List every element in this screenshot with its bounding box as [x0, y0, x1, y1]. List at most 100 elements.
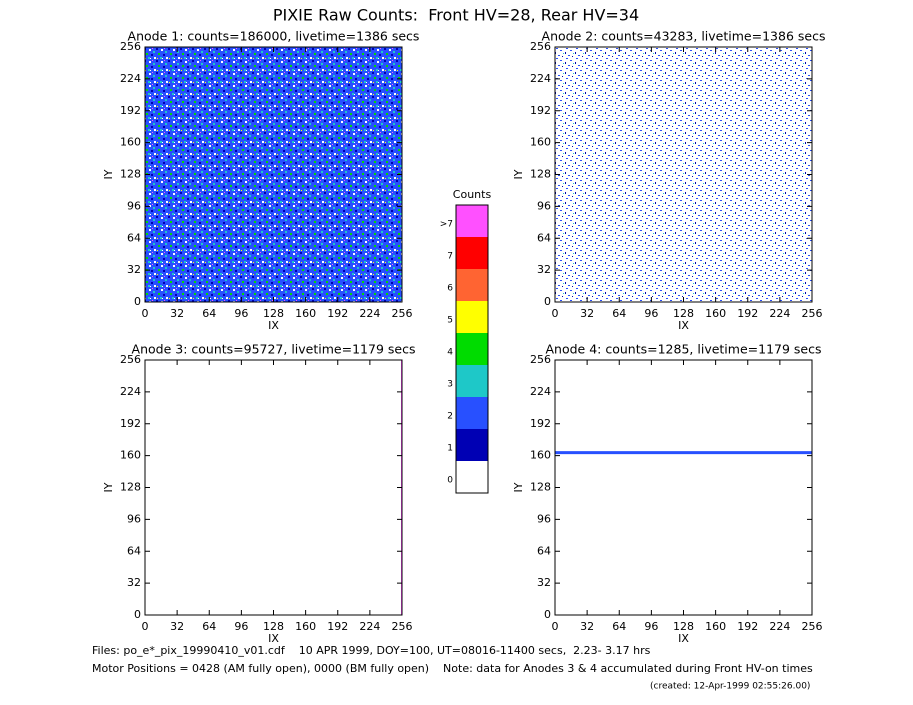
y-tick-label: 192: [120, 104, 141, 117]
x-tick-label: 160: [705, 620, 726, 633]
x-tick-label: 160: [705, 307, 726, 320]
figure-title: PIXIE Raw Counts: Front HV=28, Rear HV=3…: [273, 6, 639, 25]
x-tick-label: 192: [737, 620, 758, 633]
y-tick-label: 64: [537, 544, 551, 557]
x-tick-label: 64: [612, 620, 626, 633]
colorbar-label: 3: [447, 380, 453, 390]
y-tick-label: 192: [530, 104, 551, 117]
y-tick-label: 224: [120, 385, 141, 398]
y-tick-label: 160: [120, 136, 141, 149]
x-tick-label: 0: [552, 620, 559, 633]
y-tick-label: 96: [127, 199, 141, 212]
color-swatch: [456, 429, 488, 461]
y-tick-label: 256: [120, 40, 141, 53]
x-tick-label: 32: [170, 620, 184, 633]
y-tick-label: 192: [120, 417, 141, 430]
y-tick-label: 0: [134, 608, 141, 621]
x-tick-label: 256: [802, 620, 823, 633]
y-tick-label: 160: [530, 449, 551, 462]
x-tick-label: 128: [673, 307, 694, 320]
x-tick-label: 224: [769, 307, 790, 320]
x-tick-label: 128: [263, 620, 284, 633]
y-tick-label: 224: [530, 385, 551, 398]
x-tick-label: 64: [612, 307, 626, 320]
y-tick-label: 96: [537, 199, 551, 212]
y-tick-label: 128: [530, 481, 551, 494]
colorbar-label: 0: [447, 476, 453, 486]
y-tick-label: 0: [544, 608, 551, 621]
y-tick-label: 32: [537, 263, 551, 276]
y-tick-label: 96: [127, 512, 141, 525]
y-tick-label: 224: [530, 72, 551, 85]
y-axis-label: IY: [102, 169, 115, 179]
colorbar-label: >7: [440, 220, 453, 230]
color-swatch: [456, 237, 488, 269]
y-tick-label: 256: [530, 353, 551, 366]
x-tick-label: 32: [580, 620, 594, 633]
colorbar-label: 1: [447, 444, 453, 454]
x-tick-label: 96: [644, 307, 658, 320]
y-tick-label: 32: [127, 263, 141, 276]
x-tick-label: 96: [234, 307, 248, 320]
x-tick-label: 32: [170, 307, 184, 320]
y-tick-label: 256: [120, 353, 141, 366]
y-tick-label: 224: [120, 72, 141, 85]
x-tick-label: 0: [142, 307, 149, 320]
x-tick-label: 128: [263, 307, 284, 320]
heatmap-cells: [145, 47, 402, 302]
y-tick-label: 64: [127, 544, 141, 557]
y-tick-label: 32: [127, 576, 141, 589]
y-tick-label: 0: [544, 295, 551, 308]
x-tick-label: 64: [202, 620, 216, 633]
y-tick-label: 192: [530, 417, 551, 430]
panel-title: Anode 1: counts=186000, livetime=1386 se…: [128, 29, 420, 44]
colorbar-label: 6: [447, 284, 453, 294]
x-tick-label: 192: [737, 307, 758, 320]
plot-frame: [144, 359, 403, 616]
panel-title: Anode 4: counts=1285, livetime=1179 secs: [546, 342, 822, 357]
x-tick-label: 256: [802, 307, 823, 320]
x-tick-label: 32: [580, 307, 594, 320]
y-tick-label: 64: [537, 231, 551, 244]
y-tick-label: 96: [537, 512, 551, 525]
y-tick-label: 32: [537, 576, 551, 589]
y-tick-label: 160: [120, 449, 141, 462]
colorbar-title: Counts: [453, 188, 492, 201]
heatmap-cells: [555, 47, 812, 302]
y-tick-label: 160: [530, 136, 551, 149]
x-tick-label: 192: [327, 620, 348, 633]
x-tick-label: 0: [142, 620, 149, 633]
x-tick-label: 64: [202, 307, 216, 320]
x-axis-label: IX: [268, 319, 279, 332]
plot-frame: [554, 359, 813, 616]
x-tick-label: 128: [673, 620, 694, 633]
y-tick-label: 256: [530, 40, 551, 53]
x-tick-label: 96: [234, 620, 248, 633]
y-tick-label: 64: [127, 231, 141, 244]
colorbar-frame: [455, 204, 489, 494]
panel-title: Anode 2: counts=43283, livetime=1386 sec…: [542, 29, 826, 44]
y-tick-label: 128: [120, 168, 141, 181]
colorbar-label: 5: [447, 316, 453, 326]
y-tick-label: 0: [134, 295, 141, 308]
color-swatch: [456, 301, 488, 333]
color-swatch: [456, 365, 488, 397]
y-axis-label: IY: [102, 482, 115, 492]
x-tick-label: 0: [552, 307, 559, 320]
x-axis-label: IX: [268, 632, 279, 645]
footer-line: Motor Positions = 0428 (AM fully open), …: [92, 662, 813, 675]
footer-line: Files: po_e*_pix_19990410_v01.cdf 10 APR…: [92, 644, 651, 657]
colorbar-label: 2: [447, 412, 453, 422]
color-swatch: [456, 269, 488, 301]
x-tick-label: 224: [359, 307, 380, 320]
x-tick-label: 224: [769, 620, 790, 633]
y-axis-label: IY: [512, 482, 525, 492]
x-tick-label: 96: [644, 620, 658, 633]
created-note: (created: 12-Apr-1999 02:55:26.00): [650, 682, 810, 692]
x-tick-label: 224: [359, 620, 380, 633]
count-band: [555, 451, 812, 455]
y-tick-label: 128: [530, 168, 551, 181]
x-tick-label: 256: [392, 307, 413, 320]
x-tick-label: 160: [295, 307, 316, 320]
